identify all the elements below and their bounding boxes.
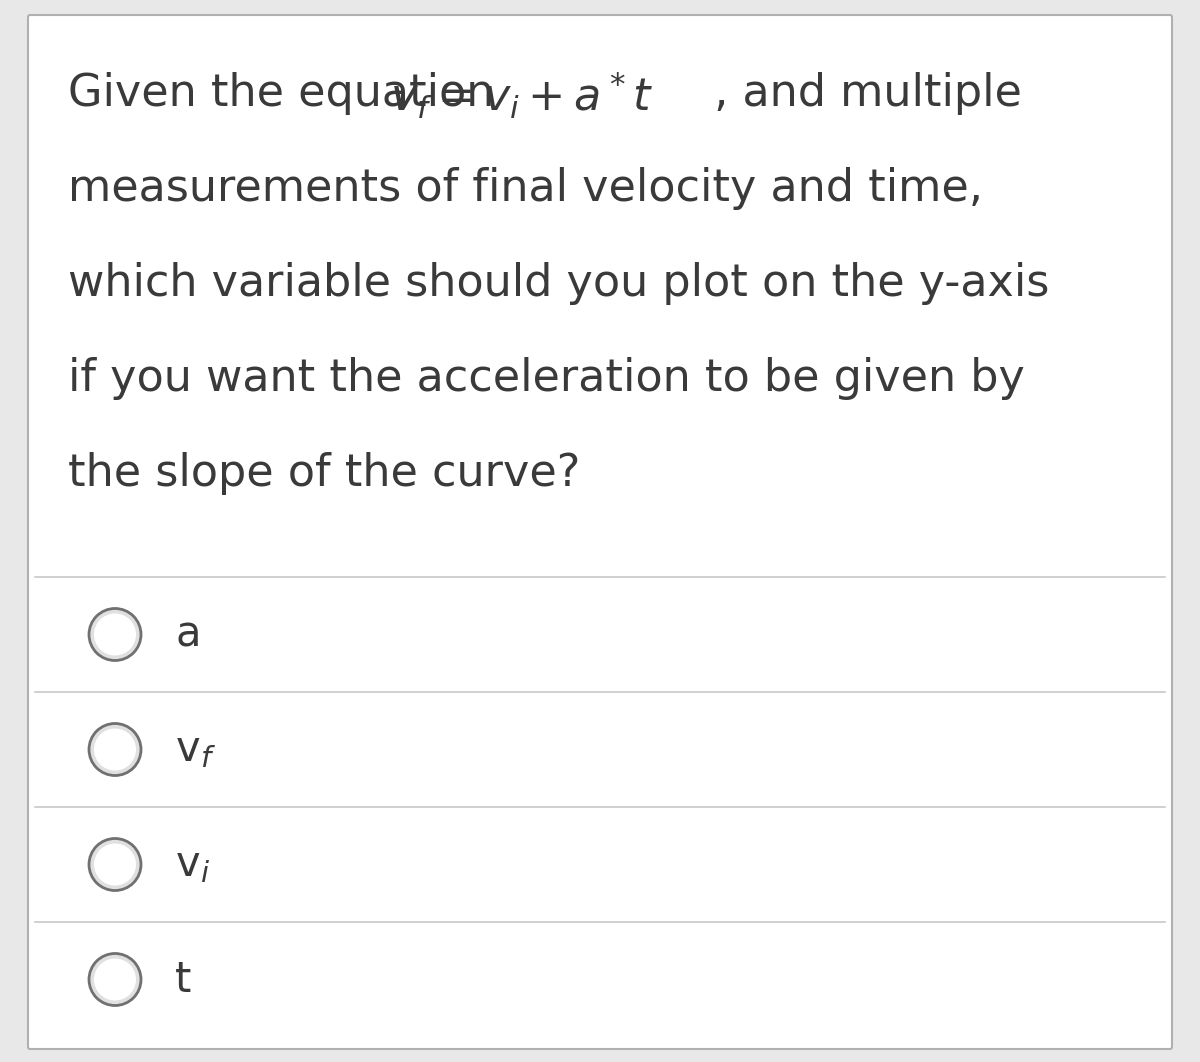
FancyBboxPatch shape (28, 15, 1172, 1049)
Text: $\mathregular{v}_{i}$: $\mathregular{v}_{i}$ (175, 843, 210, 886)
Text: measurements of final velocity and time,: measurements of final velocity and time, (68, 167, 983, 210)
Circle shape (89, 723, 142, 775)
Text: if you want the acceleration to be given by: if you want the acceleration to be given… (68, 357, 1025, 400)
Text: , and multiple: , and multiple (700, 72, 1022, 115)
Circle shape (94, 843, 136, 886)
Circle shape (89, 609, 142, 661)
Circle shape (94, 729, 136, 771)
Circle shape (89, 954, 142, 1006)
Text: which variable should you plot on the y-axis: which variable should you plot on the y-… (68, 262, 1049, 305)
Text: $v_f = v_i + a^*t$: $v_f = v_i + a^*t$ (390, 70, 653, 121)
Text: t: t (175, 959, 191, 1000)
Circle shape (94, 614, 136, 655)
Text: $\mathregular{v}_{f}$: $\mathregular{v}_{f}$ (175, 729, 216, 771)
Text: Given the equation: Given the equation (68, 72, 509, 115)
Circle shape (89, 839, 142, 891)
Text: a: a (175, 614, 200, 655)
Circle shape (94, 959, 136, 1000)
Text: the slope of the curve?: the slope of the curve? (68, 452, 581, 495)
